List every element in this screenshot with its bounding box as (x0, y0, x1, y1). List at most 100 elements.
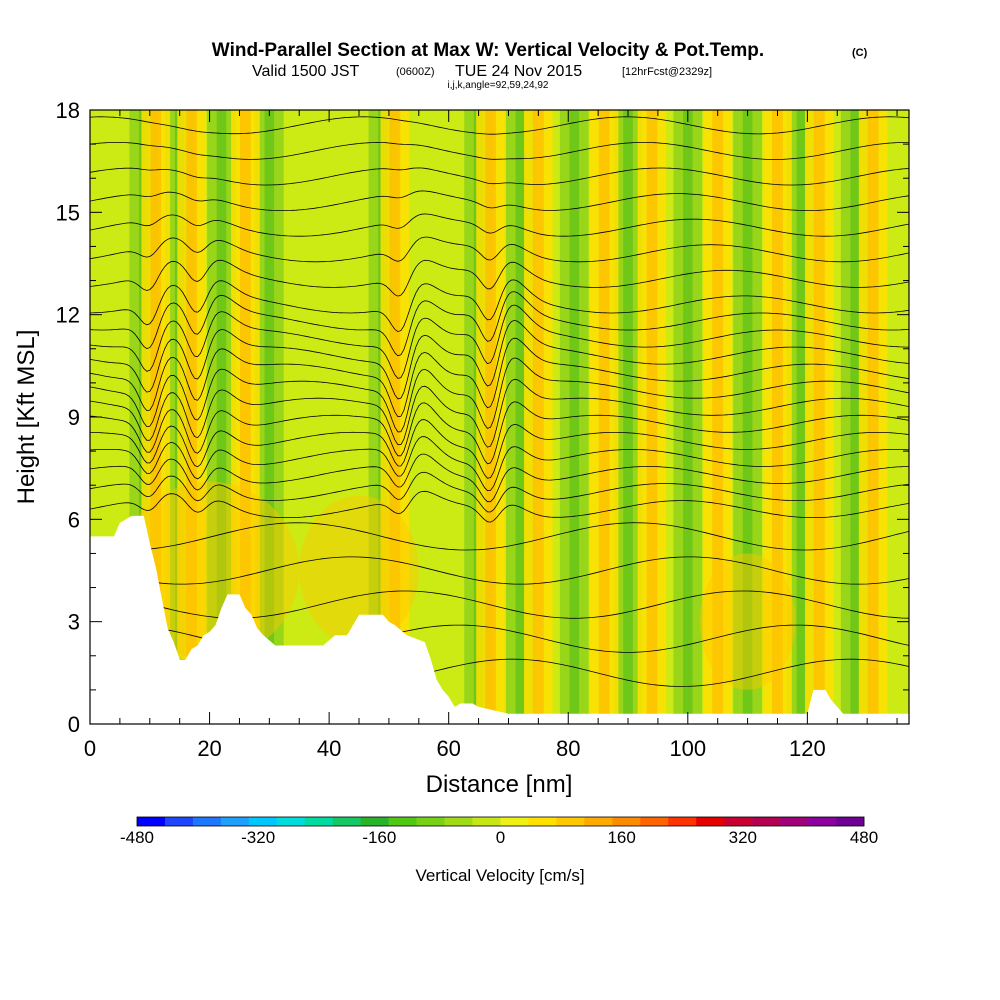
colorbar-swatch (472, 817, 501, 826)
colorbar-swatch (304, 817, 334, 826)
isentrope-line (90, 213, 909, 237)
isentrope-line (90, 15, 909, 32)
colorbar-swatch (388, 817, 417, 826)
isentrope-line (90, 236, 909, 263)
subtitle-valid: Valid 1500 JST (252, 63, 360, 80)
chart-subtitle: Valid 1500 JST (0600Z) TUE 24 Nov 2015 [… (252, 63, 712, 80)
updraft-core (712, 110, 724, 724)
colorbar-swatch (360, 817, 389, 826)
chart-subtitle-2: i,j,k,angle=92,59,24,92 (448, 80, 549, 91)
potential-temperature-contours (90, 0, 909, 687)
isentrope-line (90, 190, 909, 211)
colorbar-tick-label: -320 (241, 828, 275, 847)
colorbar-label: Vertical Velocity [cm/s] (415, 866, 584, 885)
updraft-core (867, 110, 879, 724)
isentrope-line (90, 401, 909, 465)
downdraft-core (515, 110, 526, 724)
isentrope-line (90, 141, 909, 160)
colorbar-tick-label: 320 (729, 828, 757, 847)
isentrope-line (90, 319, 909, 400)
colorbar-swatch (724, 817, 753, 826)
updraft-region (299, 495, 419, 646)
colorbar-tick-label: 160 (607, 828, 635, 847)
downdraft-core (264, 110, 275, 724)
isentrope-line (90, 291, 909, 357)
isentrope-line (90, 436, 909, 492)
colorbar: -480 -320 -160 0 160 320 480 (120, 816, 878, 847)
downdraft-core (569, 110, 580, 724)
isentrope-line (90, 91, 909, 108)
colorbar-swatch (528, 817, 557, 826)
isentrope-line (90, 357, 909, 433)
colorbar-swatch (332, 817, 361, 826)
x-axis-label: Distance [nm] (426, 771, 573, 798)
colorbar-swatch (612, 817, 641, 826)
colorbar-swatch (137, 817, 166, 826)
y-tick-label: 0 (68, 712, 80, 737)
chart-title-units: (C) (852, 47, 868, 59)
colorbar-swatch (584, 817, 613, 826)
plot-area (90, 0, 909, 724)
isentrope-line (90, 116, 909, 135)
colorbar-tick-label: 480 (850, 828, 878, 847)
isentrope-line (90, 522, 909, 551)
colorbar-swatch (668, 817, 697, 826)
colorbar-tick-label: 0 (496, 828, 505, 847)
subtitle-forecast: [12hrFcst@2329z] (622, 66, 712, 78)
colorbar-swatch (164, 817, 194, 826)
downdraft-core (683, 110, 693, 724)
updraft-core (485, 110, 496, 724)
subtitle-zulu: (0600Z) (396, 66, 435, 78)
downdraft-core (623, 110, 633, 724)
updraft-core (240, 110, 251, 724)
updraft-core (150, 110, 162, 724)
y-tick-label: 15 (56, 200, 80, 225)
colorbar-swatch (192, 817, 222, 826)
y-tick-label: 3 (68, 610, 80, 635)
x-tick-label: 100 (669, 736, 706, 761)
x-tick-label: 60 (436, 736, 460, 761)
isentrope-line (90, 453, 909, 503)
downdraft-core (796, 110, 807, 724)
x-tick-label: 80 (556, 736, 580, 761)
colorbar-swatch (640, 817, 669, 826)
colorbar-swatch (836, 817, 865, 826)
y-tick-label: 6 (68, 507, 80, 532)
y-tick-label: 18 (56, 98, 80, 123)
colorbar-frame (136, 816, 865, 827)
isentrope-line (90, 378, 909, 448)
y-tick-label: 12 (56, 303, 80, 328)
colorbar-swatch (556, 817, 585, 826)
isentrope-line (90, 0, 909, 6)
isentrope-line (90, 419, 909, 479)
isentrope-line (90, 167, 909, 186)
subtitle-date: TUE 24 Nov 2015 (455, 63, 582, 80)
downdraft-core (850, 110, 860, 724)
colorbar-swatch (444, 817, 473, 826)
x-tick-label: 40 (317, 736, 341, 761)
isentrope-line (90, 279, 909, 333)
isentrope-line (90, 490, 909, 523)
x-tick-label: 120 (789, 736, 826, 761)
colorbar-swatch (808, 817, 837, 826)
colorbar-swatch (248, 817, 278, 826)
y-axis-label: Height [Kft MSL] (13, 330, 40, 505)
updraft-core (646, 110, 658, 724)
updraft-core (389, 110, 401, 724)
isentrope-line (90, 259, 909, 297)
downdraft-core (742, 110, 753, 724)
terrain-mask (90, 515, 909, 724)
updraft-region (699, 553, 796, 690)
y-axis: 0 3 6 9 12 15 18 (56, 98, 909, 737)
colorbar-swatch (276, 817, 306, 826)
isentrope-line (90, 471, 909, 513)
updraft-core (598, 110, 610, 724)
colorbar-swatch (752, 817, 781, 826)
colorbar-swatch (220, 817, 250, 826)
isentrope-line (90, 556, 909, 585)
y-tick-label: 9 (68, 405, 80, 430)
x-tick-label: 20 (197, 736, 221, 761)
updraft-core (813, 110, 825, 724)
colorbar-tick-label: -160 (362, 828, 396, 847)
